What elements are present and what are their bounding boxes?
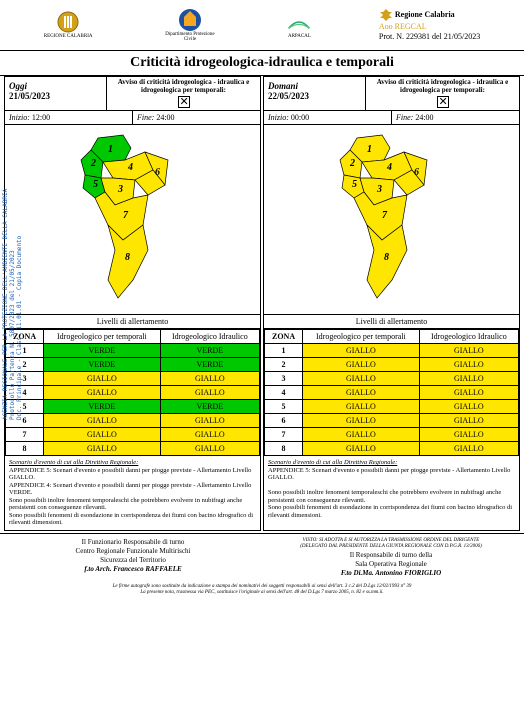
svg-text:3: 3 <box>376 184 382 195</box>
table-row: 5GIALLOGIALLO <box>265 400 519 414</box>
table-title: Livelli di allertamento <box>5 315 260 329</box>
table-row: 3GIALLOGIALLO <box>6 372 260 386</box>
tomorrow-inizio: Inizio: 00:00 <box>264 111 392 124</box>
today-fine: Fine: 24:00 <box>133 111 260 124</box>
svg-text:8: 8 <box>384 252 389 263</box>
today-header: Oggi 21/05/2023 Avviso di criticità idro… <box>5 77 260 111</box>
protocol-region: Regione Calabria <box>395 10 455 19</box>
today-table: ZONA Idrogeologico per temporali Idrogeo… <box>5 329 260 456</box>
tomorrow-table: ZONA Idrogeologico per temporali Idrogeo… <box>264 329 519 456</box>
svg-text:1: 1 <box>367 144 372 155</box>
tomorrow-avviso: Avviso di criticità idrogeologica - idra… <box>366 77 519 110</box>
sidebar-line: Protocollo Partenza N. 5807/2023 del 21/… <box>9 140 16 420</box>
svg-text:6: 6 <box>155 167 160 178</box>
checkbox-icon <box>178 96 190 108</box>
today-avviso: Avviso di criticità idrogeologica - idra… <box>107 77 260 110</box>
today-inizio: Inizio: 12:00 <box>5 111 133 124</box>
table-title: Livelli di allertamento <box>264 315 519 329</box>
table-row: 3GIALLOGIALLO <box>265 372 519 386</box>
svg-text:5: 5 <box>352 179 357 190</box>
content: Oggi 21/05/2023 Avviso di criticità idro… <box>0 76 524 531</box>
footer-right: VISTO: SI ADOTTA E SI AUTORIZZA LA TRASM… <box>262 538 520 578</box>
table-row: 2VERDEVERDE <box>6 358 260 372</box>
today-map: 12543678 <box>5 125 260 315</box>
protocol-sidebar: AGENZIA REGIONALE PER LA PROTEZIONE DELL… <box>2 140 24 420</box>
main-title: Criticità idrogeologica-idraulica e temp… <box>0 50 524 76</box>
tomorrow-column: Domani 22/05/2023 Avviso di criticità id… <box>263 76 520 531</box>
table-row: 6GIALLOGIALLO <box>265 414 519 428</box>
svg-text:6: 6 <box>414 167 419 178</box>
svg-text:2: 2 <box>90 158 96 169</box>
table-row: 2GIALLOGIALLO <box>265 358 519 372</box>
tomorrow-times: Inizio: 00:00 Fine: 24:00 <box>264 111 519 125</box>
sidebar-line: AGENZIA REGIONALE PER LA PROTEZIONE DELL… <box>2 140 9 420</box>
today-times: Inizio: 12:00 Fine: 24:00 <box>5 111 260 125</box>
tomorrow-scenario: Scenario d'evento di cui alla Direttiva … <box>264 456 519 522</box>
svg-text:1: 1 <box>108 144 113 155</box>
sidebar-line: Doc. Principale - Class. 11.01.01 - Copi… <box>16 140 23 420</box>
protocol-ref: Prot. N. 229381 del 21/05/2023 <box>379 32 480 41</box>
logo-arpacal: ARPACAL <box>287 10 311 40</box>
table-row: 1GIALLOGIALLO <box>265 344 519 358</box>
footer-note: Le firme autografe sono sostituite da in… <box>0 582 524 598</box>
svg-text:8: 8 <box>125 252 130 263</box>
logo-regione: REGIONE CALABRIA <box>44 10 93 40</box>
table-row: 5VERDEVERDE <box>6 400 260 414</box>
protocol-aoo: Aoo REGCAL <box>379 22 427 31</box>
footer-left: Il Funzionario Responsabile di turno Cen… <box>4 538 262 578</box>
checkbox-icon <box>437 96 449 108</box>
footer: Il Funzionario Responsabile di turno Cen… <box>0 533 524 582</box>
table-row: 1VERDEVERDE <box>6 344 260 358</box>
tomorrow-map: 12543678 <box>264 125 519 315</box>
svg-text:5: 5 <box>93 179 98 190</box>
table-row: 6GIALLOGIALLO <box>6 414 260 428</box>
today-scenario: Scenario d'evento di cui alla Direttiva … <box>5 456 260 529</box>
svg-text:2: 2 <box>349 158 355 169</box>
today-column: Oggi 21/05/2023 Avviso di criticità idro… <box>4 76 261 531</box>
today-date-box: Oggi 21/05/2023 <box>5 77 107 110</box>
tomorrow-fine: Fine: 24:00 <box>392 111 519 124</box>
logo-protezione-civile: Dipartimento Protezione Civile <box>160 8 220 43</box>
tomorrow-header: Domani 22/05/2023 Avviso di criticità id… <box>264 77 519 111</box>
bulletin-page: AGENZIA REGIONALE PER LA PROTEZIONE DELL… <box>0 0 524 720</box>
svg-text:4: 4 <box>127 162 133 173</box>
header: REGIONE CALABRIA Dipartimento Protezione… <box>0 0 524 50</box>
table-row: 4GIALLOGIALLO <box>6 386 260 400</box>
table-row: 4GIALLOGIALLO <box>265 386 519 400</box>
table-row: 8GIALLOGIALLO <box>6 442 260 456</box>
tomorrow-date-box: Domani 22/05/2023 <box>264 77 366 110</box>
table-row: 7GIALLOGIALLO <box>265 428 519 442</box>
table-row: 8GIALLOGIALLO <box>265 442 519 456</box>
table-row: 7GIALLOGIALLO <box>6 428 260 442</box>
svg-text:3: 3 <box>117 184 123 195</box>
protocol-block: Regione Calabria Aoo REGCAL Prot. N. 229… <box>379 8 480 41</box>
svg-text:4: 4 <box>386 162 392 173</box>
